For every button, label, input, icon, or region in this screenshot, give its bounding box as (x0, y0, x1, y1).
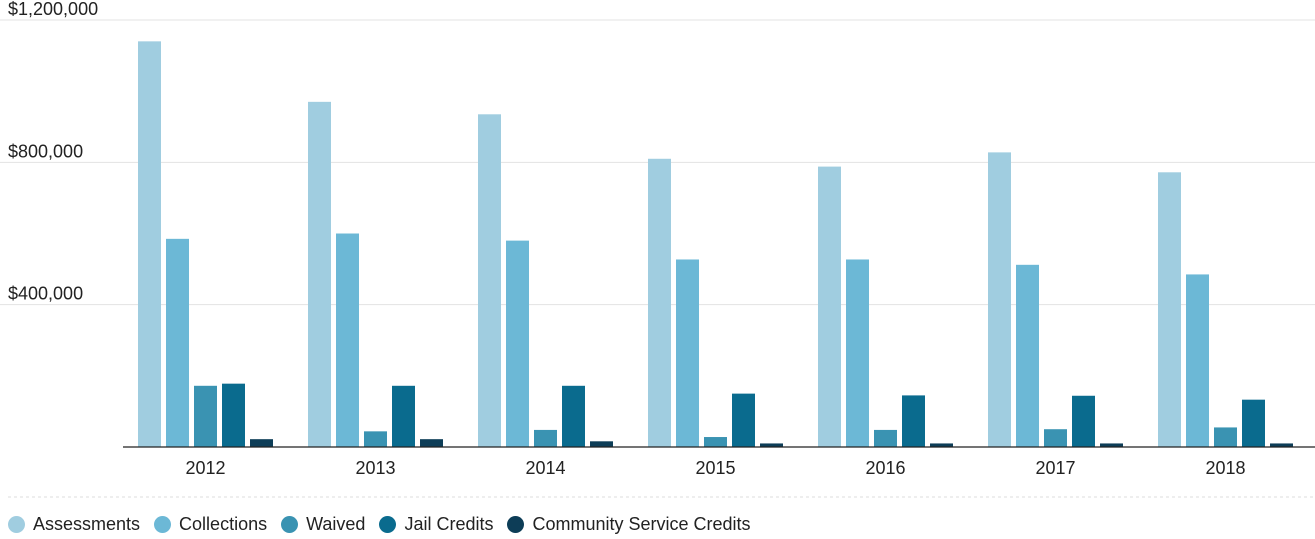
legend-label: Community Service Credits (532, 514, 751, 534)
legend-swatch (8, 516, 25, 533)
legend-swatch (507, 516, 525, 533)
bar-community-service-credits-2012 (250, 439, 273, 447)
y-tick-label: $1,200,000 (8, 0, 98, 19)
bar-jail-credits-2016 (902, 395, 925, 447)
bar-waived-2016 (874, 429, 897, 447)
bar-collections-2018 (1186, 274, 1209, 447)
legend-label: Assessments (33, 514, 141, 534)
x-tick-label: 2012 (185, 458, 225, 478)
legend-swatch (281, 516, 299, 533)
x-tick-label: 2017 (1035, 458, 1075, 478)
x-tick-label: 2015 (695, 458, 735, 478)
bar-assessments-2014 (478, 114, 501, 447)
bar-waived-2017 (1044, 429, 1067, 447)
bar-waived-2018 (1214, 427, 1237, 447)
bar-waived-2013 (364, 431, 387, 447)
legend-item-assessments: Assessments (8, 514, 140, 535)
bar-jail-credits-2017 (1072, 395, 1095, 447)
legend-label: Jail Credits (404, 514, 494, 534)
bar-collections-2013 (336, 233, 359, 447)
bar-collections-2014 (506, 240, 529, 447)
bar-jail-credits-2015 (732, 393, 755, 447)
bar-waived-2012 (194, 385, 217, 447)
x-tick-label: 2016 (865, 458, 905, 478)
bar-collections-2017 (1016, 264, 1039, 447)
bar-community-service-credits-2013 (420, 439, 443, 447)
legend-swatch (379, 516, 397, 533)
bar-assessments-2013 (308, 101, 331, 447)
legend-label: Waived (306, 514, 366, 534)
legend-swatch (154, 516, 172, 533)
bar-community-service-credits-2015 (760, 443, 783, 447)
bar-assessments-2016 (818, 166, 841, 447)
bar-assessments-2017 (988, 152, 1011, 447)
bar-jail-credits-2012 (222, 383, 245, 447)
legend: Assessments Collections Waived Jail Credits… (8, 514, 765, 535)
bar-community-service-credits-2018 (1270, 443, 1293, 447)
legend-item-collections: Collections (154, 514, 267, 535)
bar-collections-2015 (676, 259, 699, 447)
legend-label: Collections (179, 514, 268, 534)
bar-collections-2016 (846, 259, 869, 447)
bar-assessments-2018 (1158, 172, 1181, 447)
bar-waived-2015 (704, 437, 727, 447)
bar-jail-credits-2018 (1242, 399, 1265, 447)
legend-item-community-service-credits: Community Service Credits (507, 514, 751, 535)
legend-item-waived: Waived (281, 514, 365, 535)
x-tick-label: 2018 (1205, 458, 1245, 478)
legend-item-jail-credits: Jail Credits (379, 514, 493, 535)
x-tick-label: 2014 (525, 458, 565, 478)
bar-assessments-2015 (648, 158, 671, 447)
bar-jail-credits-2013 (392, 385, 415, 447)
y-tick-label: $400,000 (8, 284, 83, 304)
bar-community-service-credits-2016 (930, 443, 953, 447)
bar-jail-credits-2014 (562, 385, 585, 447)
bar-assessments-2012 (138, 41, 161, 447)
bar-community-service-credits-2014 (590, 441, 613, 447)
x-tick-label: 2013 (355, 458, 395, 478)
y-tick-label: $800,000 (8, 141, 83, 161)
bar-community-service-credits-2017 (1100, 443, 1123, 447)
bar-waived-2014 (534, 429, 557, 447)
bar-collections-2012 (166, 238, 189, 447)
